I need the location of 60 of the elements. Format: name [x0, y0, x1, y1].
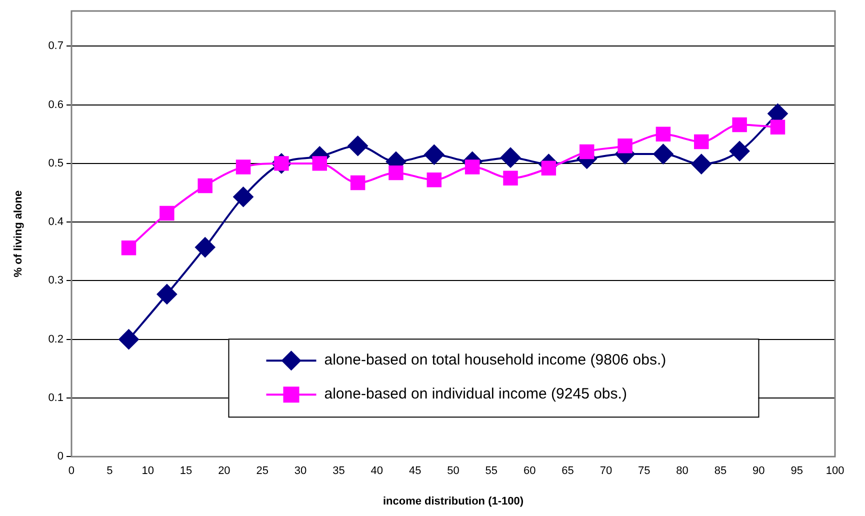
x-tick-label: 45 [408, 465, 422, 478]
x-tick-label: 85 [714, 465, 727, 478]
y-tick-label: 0.4 [48, 216, 64, 228]
x-tick-label: 60 [523, 465, 536, 478]
point [236, 160, 251, 174]
point [503, 170, 518, 186]
x-tick-label: 5 [106, 465, 113, 478]
point [350, 175, 366, 190]
point [312, 156, 327, 171]
x-tick-label: 40 [370, 465, 384, 478]
x-tick-label: 70 [600, 465, 612, 478]
point [233, 186, 254, 207]
x-tick-label: 55 [485, 465, 498, 478]
x-tick-label: 50 [447, 465, 460, 478]
point [500, 148, 521, 168]
x-tick-label: 100 [826, 465, 844, 478]
x-tick-label: 75 [638, 465, 650, 478]
y-tick-label: 0.2 [48, 333, 64, 346]
point [618, 138, 632, 154]
x-tick-label: 65 [562, 465, 574, 478]
point [121, 240, 136, 256]
x-tick-label: 90 [752, 465, 765, 478]
legend-label: alone-based on total household income (9806 obs.) [324, 352, 666, 369]
point [388, 165, 404, 180]
y-tick-label: 0.1 [48, 392, 64, 404]
point [464, 160, 480, 174]
x-tick-label: 20 [218, 465, 230, 478]
x-tick-label: 15 [180, 465, 192, 478]
x-tick-label: 25 [256, 465, 268, 478]
point [730, 141, 750, 162]
point [198, 178, 212, 194]
x-tick-label: 30 [294, 465, 307, 478]
y-tick-label: 0.7 [48, 40, 64, 52]
y-tick-label: 0.5 [48, 157, 64, 170]
point [195, 237, 216, 258]
point [579, 144, 594, 160]
point [653, 144, 674, 164]
point [691, 154, 712, 174]
point [656, 126, 671, 142]
point [118, 329, 139, 350]
point [156, 284, 177, 304]
x-axis-title: income distribution (1-100) [382, 495, 524, 508]
y-tick-label: 0.3 [48, 274, 64, 287]
x-tick-label: 0 [68, 465, 75, 478]
point [541, 160, 556, 176]
y-tick-label: 0.6 [48, 98, 64, 111]
legend-label: alone-based on individual income (9245 obs.) [324, 386, 627, 403]
point [348, 136, 368, 156]
point [160, 206, 174, 221]
x-tick-label: 35 [332, 465, 345, 478]
point [694, 134, 709, 150]
x-tick-label: 95 [790, 465, 803, 478]
point [732, 117, 747, 132]
y-axis-title: % of living alone [12, 190, 25, 278]
x-tick-label: 80 [676, 465, 688, 478]
x-tick-label: 10 [142, 465, 154, 478]
point [426, 172, 442, 188]
y-tick-label: 0 [57, 450, 64, 463]
point [424, 144, 444, 165]
point [770, 120, 786, 134]
